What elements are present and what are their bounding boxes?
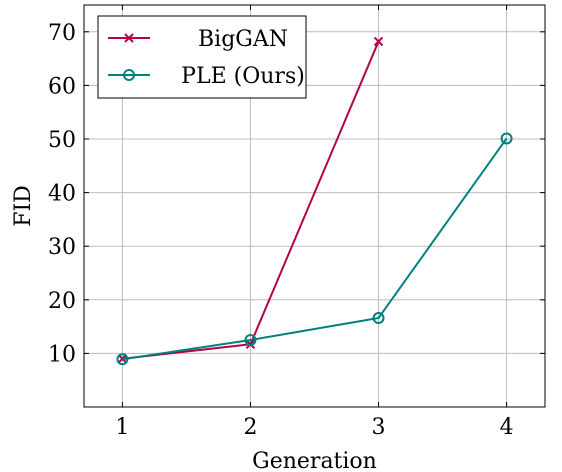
y-tick-label: 10 — [48, 342, 76, 367]
legend: BigGAN PLE (Ours) — [97, 15, 307, 99]
y-tick-label: 40 — [48, 182, 76, 207]
series-layer — [116, 36, 513, 366]
x-tick-label: 4 — [500, 415, 514, 440]
legend-label: PLE (Ours) — [181, 64, 305, 89]
axis-ticks: 1 2 3 4 10 20 30 40 50 60 70 — [48, 5, 545, 440]
y-tick-label: 60 — [48, 74, 76, 99]
series-1 — [116, 132, 513, 366]
x-tick-label: 2 — [243, 415, 257, 440]
y-tick-label: 30 — [48, 235, 76, 260]
legend-entry: BigGAN — [108, 27, 288, 52]
data-point — [244, 334, 257, 346]
plot-area — [83, 4, 546, 408]
x-axis-title: Generation — [252, 449, 377, 472]
legend-entry: PLE (Ours) — [108, 64, 305, 89]
legend-swatch-marker — [124, 33, 134, 43]
y-tick-label: 20 — [48, 289, 76, 314]
y-tick-label: 50 — [48, 128, 76, 153]
y-tick-label: 70 — [48, 21, 76, 46]
legend-swatch-marker — [123, 69, 135, 81]
data-point — [373, 36, 384, 47]
data-point — [500, 132, 513, 145]
data-point — [372, 312, 385, 325]
x-tick-label: 1 — [115, 415, 129, 440]
legend-label: BigGAN — [198, 27, 288, 52]
x-tick-label: 3 — [372, 415, 386, 440]
y-axis-title: FID — [11, 185, 36, 227]
data-point — [116, 353, 129, 366]
series-line — [122, 137, 508, 361]
legend-box — [97, 15, 307, 99]
